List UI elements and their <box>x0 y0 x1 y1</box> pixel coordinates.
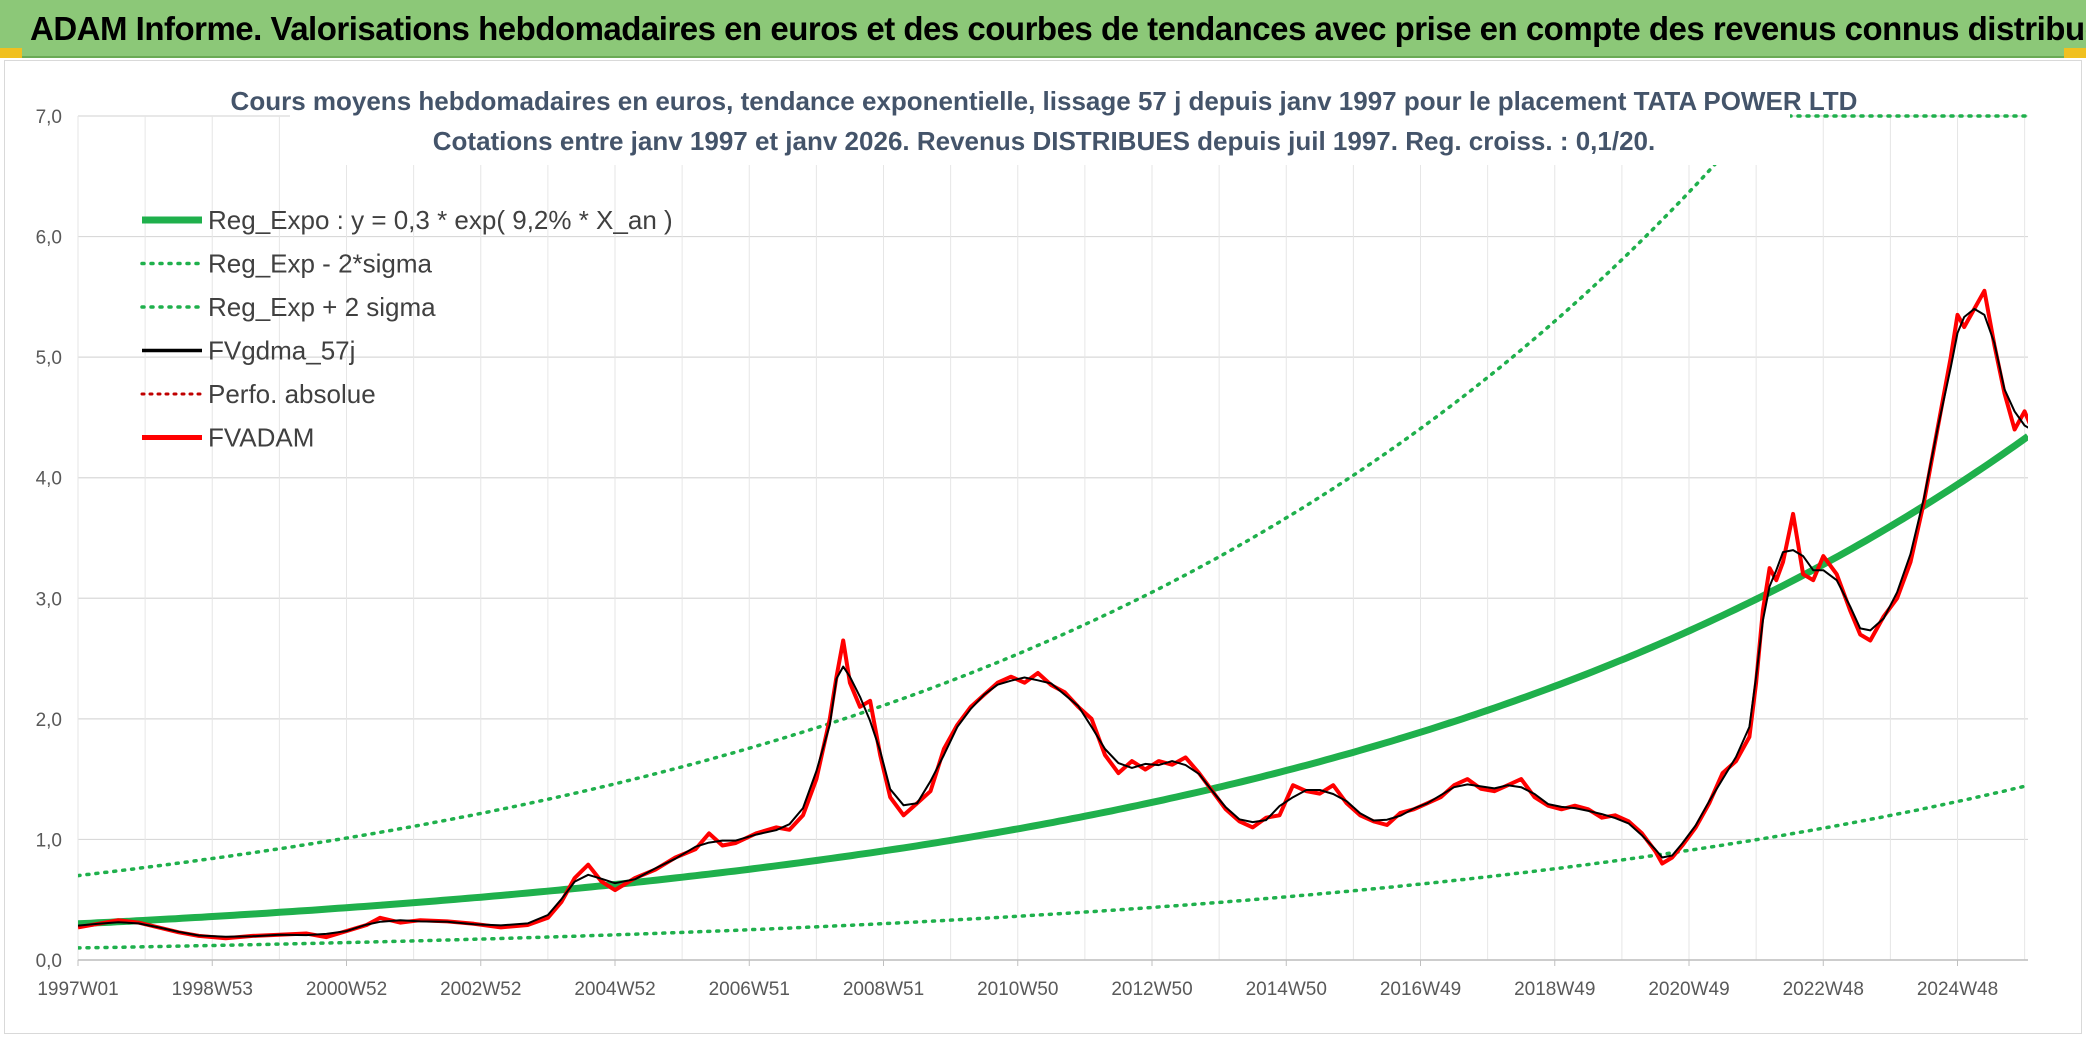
y-tick-label: 5,0 <box>36 348 62 369</box>
series-group <box>78 106 2030 950</box>
page-title: ADAM Informe. Valorisations hebdomadaire… <box>30 10 2086 47</box>
series-reg-minus-2sigma <box>78 783 2028 950</box>
y-tick-label: 2,0 <box>36 710 62 731</box>
header-bar: ADAM Informe. Valorisations hebdomadaire… <box>0 0 2086 58</box>
y-tick-label: 0,0 <box>36 951 62 972</box>
legend-label: FVADAM <box>208 423 314 453</box>
x-tick-label: 2004W52 <box>574 979 655 1000</box>
x-tick-label: 2012W50 <box>1111 979 1192 1000</box>
x-tick-label: 2022W48 <box>1783 979 1864 1000</box>
chart-subtitle-line2: Cotations entre janv 1997 et janv 2026. … <box>433 126 1655 156</box>
y-tick-label: 7,0 <box>36 107 62 128</box>
x-tick-label: 1997W01 <box>37 979 118 1000</box>
series-fvgdma-57j <box>78 307 2028 938</box>
grid <box>77 115 2028 966</box>
x-tick-label: 2024W48 <box>1917 979 1998 1000</box>
x-tick-label: 2020W49 <box>1648 979 1729 1000</box>
chart-subtitle-line1: Cours moyens hebdomadaires en euros, ten… <box>231 86 1858 116</box>
x-tick-label: 2018W49 <box>1514 979 1595 1000</box>
legend-label: Perfo. absolue <box>208 379 376 409</box>
series-reg-plus-2sigma <box>78 106 1769 878</box>
x-tick-label: 2002W52 <box>440 979 521 1000</box>
y-tick-label: 4,0 <box>36 469 62 490</box>
legend-label: Reg_Expo : y = 0,3 * exp( 9,2% * X_an ) <box>208 205 673 235</box>
x-tick-label: 2016W49 <box>1380 979 1461 1000</box>
x-tick-label: 2006W51 <box>709 979 790 1000</box>
subtitle-background <box>290 85 1790 165</box>
series-reg-expo <box>78 433 2028 928</box>
y-tick-label: 6,0 <box>36 228 62 249</box>
tick-labels: 0,0 1,0 2,0 3,0 4,0 5,0 6,0 7,0 1997W01 1998W53 20… <box>36 107 1999 1000</box>
legend-label: Reg_Exp + 2 sigma <box>208 292 436 322</box>
x-tick-label: 2010W50 <box>977 979 1058 1000</box>
header-corner-left <box>0 48 22 58</box>
y-tick-label: 1,0 <box>36 830 62 851</box>
x-tick-label: 2000W52 <box>306 979 387 1000</box>
series-fvadam <box>78 288 2028 941</box>
legend: Reg_Expo : y = 0,3 * exp( 9,2% * X_an ) R… <box>140 205 673 453</box>
header-corner-right <box>2064 48 2086 58</box>
y-tick-label: 3,0 <box>36 589 62 610</box>
legend-label: FVgdma_57j <box>208 336 355 366</box>
legend-label: Reg_Exp - 2*sigma <box>208 249 433 279</box>
x-tick-label: 1998W53 <box>172 979 253 1000</box>
x-tick-label: 2008W51 <box>843 979 924 1000</box>
x-tick-label: 2014W50 <box>1246 979 1327 1000</box>
chart-frame <box>4 60 2082 1034</box>
